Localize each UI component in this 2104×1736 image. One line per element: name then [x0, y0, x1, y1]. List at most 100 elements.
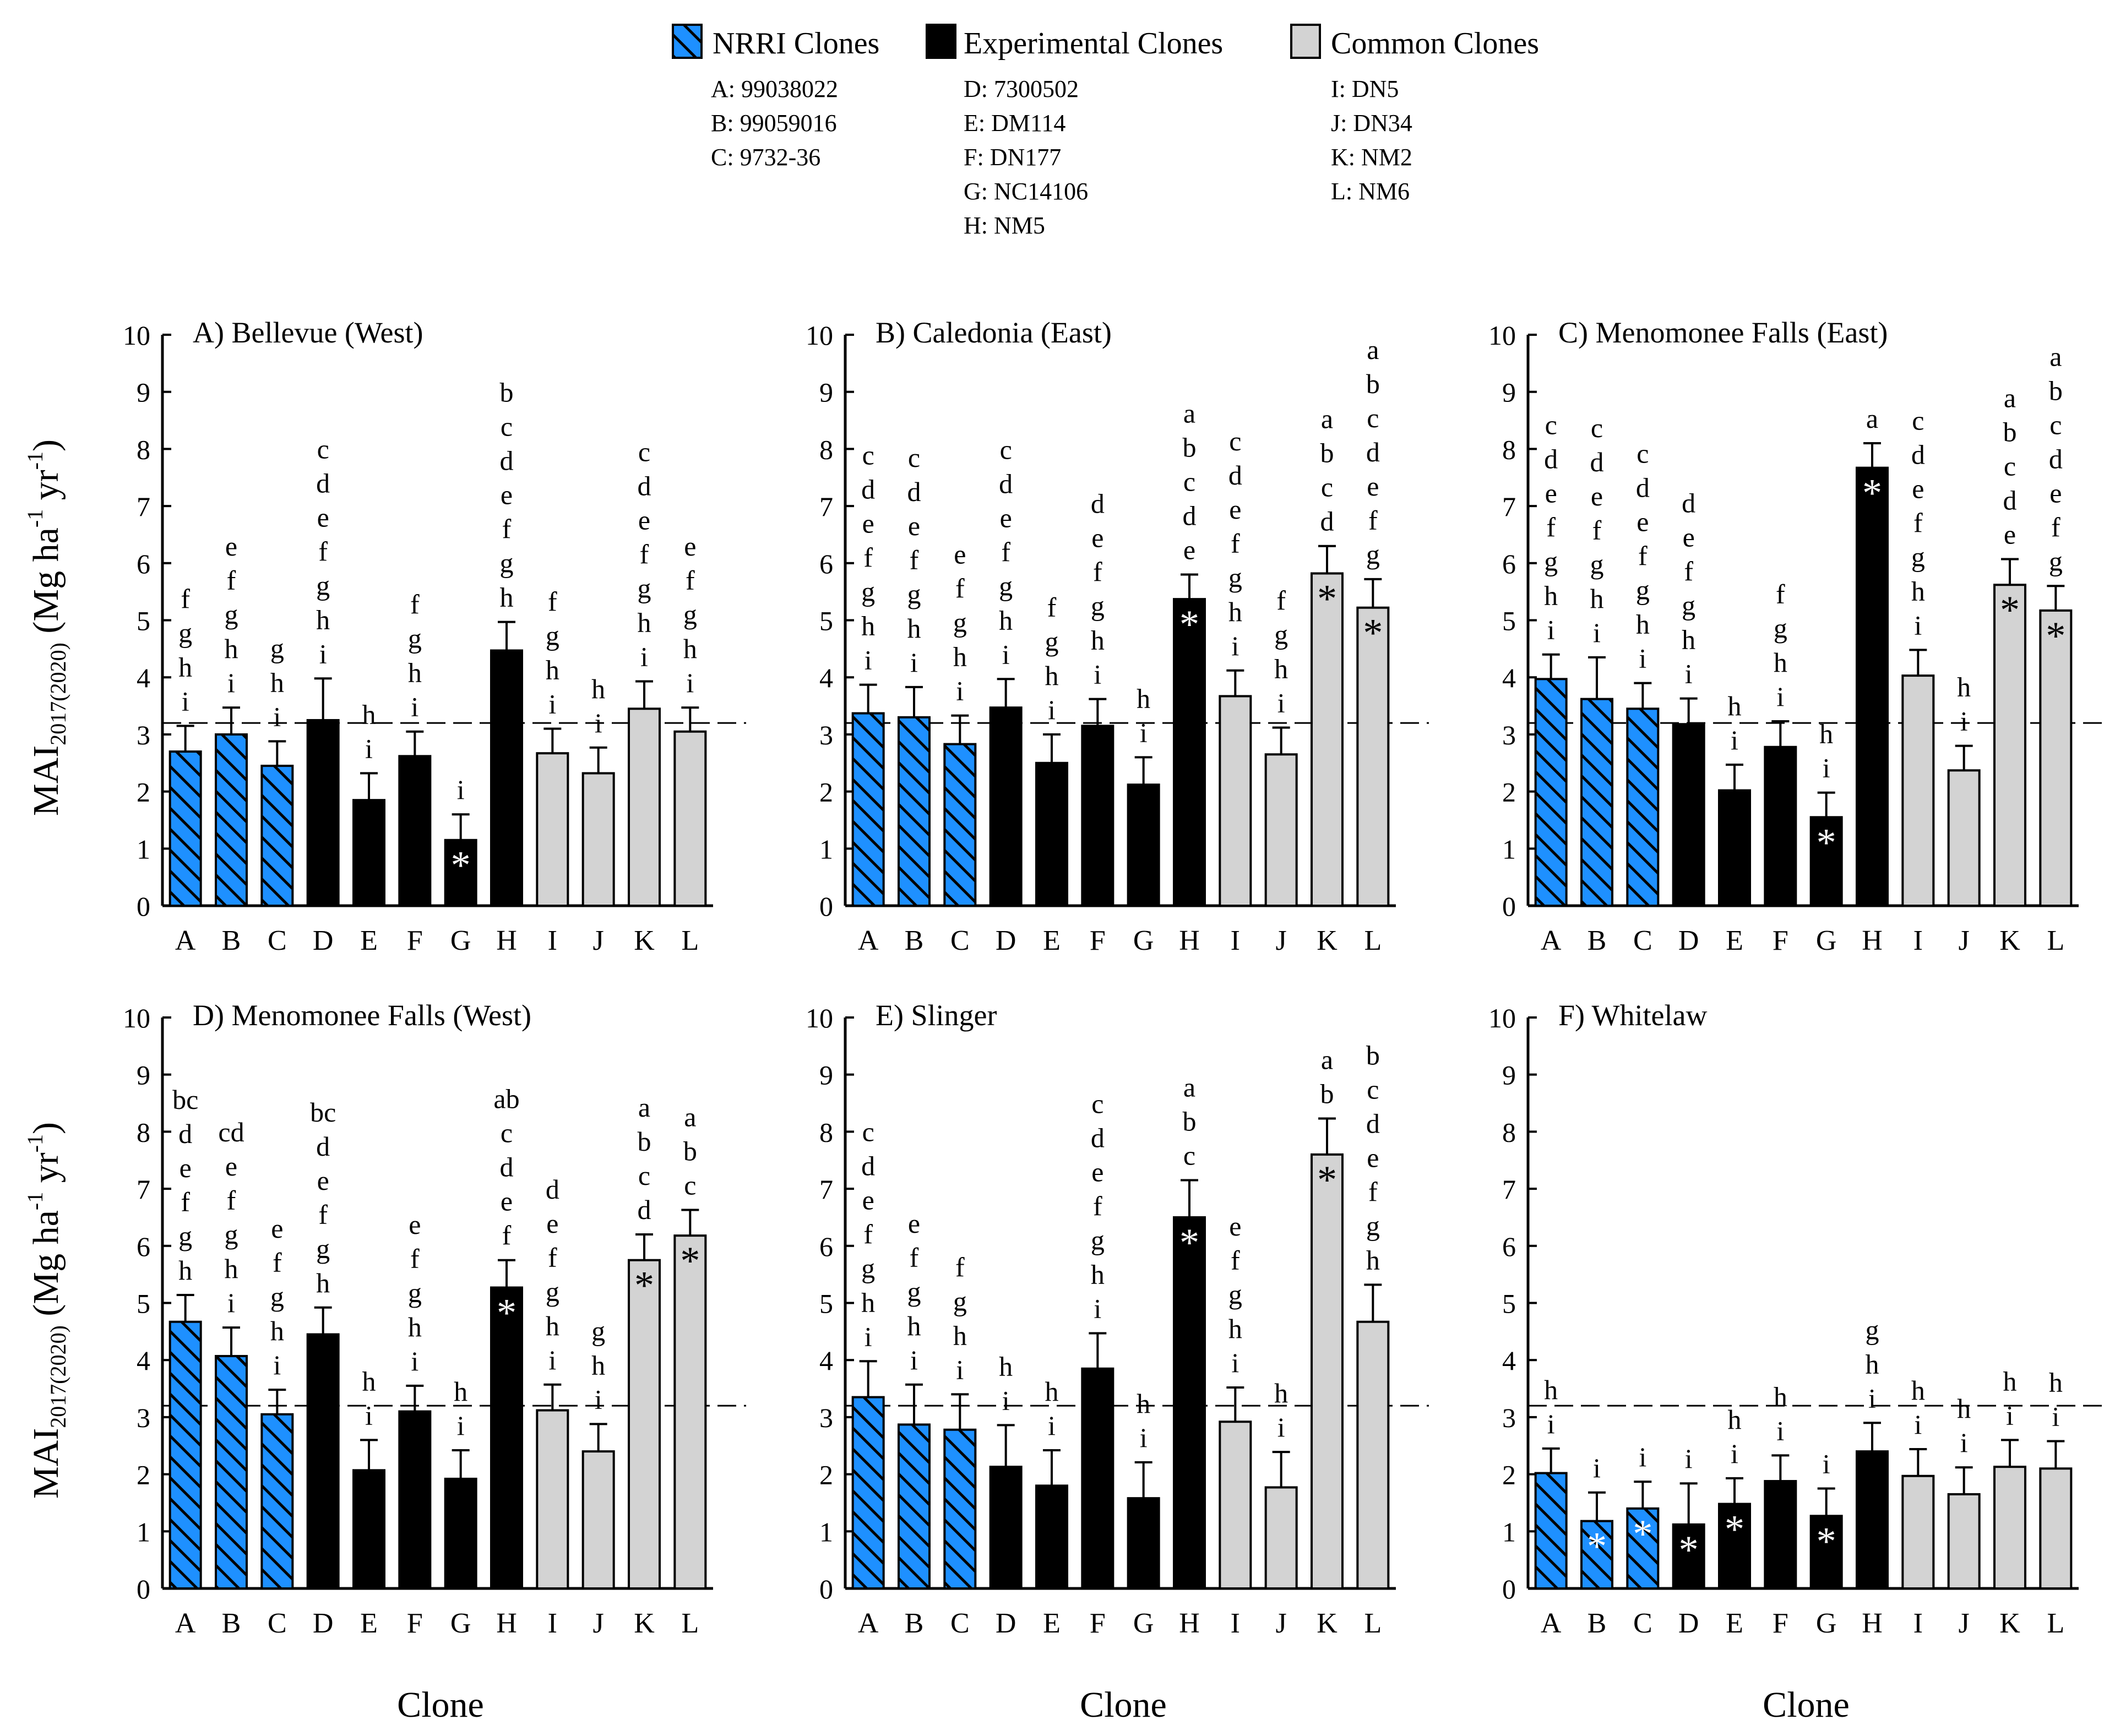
bar [673, 1234, 707, 1590]
x-tick-label: J [1276, 925, 1287, 956]
x-tick-label: K [1317, 925, 1338, 956]
letter-label: i [457, 1410, 465, 1441]
letter-label: h [1274, 653, 1288, 684]
letter-label: g [2049, 546, 2063, 576]
y-tick-label: 6 [1502, 548, 1516, 579]
letter-label: i [1002, 639, 1010, 670]
bar [1764, 745, 1797, 907]
letter-label: g [225, 599, 238, 630]
x-tick-label: F [1773, 925, 1788, 956]
bar [1901, 1474, 1935, 1590]
bar [444, 839, 477, 907]
letter-label: d [1590, 447, 1604, 477]
letter-label: h [1544, 580, 1558, 611]
letter-label: h [1274, 1378, 1288, 1408]
letter-label: g [500, 548, 514, 579]
letter-label: d [1544, 444, 1558, 475]
y-label-units-mid: yr [26, 470, 66, 509]
bar [1856, 1450, 1889, 1590]
y-label-main: MAI [26, 745, 66, 816]
bar [306, 1333, 340, 1590]
x-tick-label: H [1862, 1608, 1883, 1639]
letter-label: i [686, 667, 694, 698]
letter-label: b [683, 1135, 697, 1166]
letter-label: f [1093, 557, 1102, 587]
legend-clone-b: B: 99059016 [711, 110, 837, 137]
bar [215, 733, 248, 907]
x-axis-label-2: Clone [1080, 1685, 1167, 1725]
letter-label: e [317, 1165, 329, 1196]
letter-label: c [1545, 410, 1557, 440]
letter-label: h [408, 657, 422, 688]
bar [536, 1409, 569, 1590]
letter-label: i [865, 1321, 872, 1352]
legend: NRRI Clones A: 99038022 B: 99059016 C: 9… [672, 24, 1539, 239]
y-tick-label: 10 [123, 1003, 150, 1033]
bar [989, 1466, 1023, 1590]
letter-label: g [316, 1233, 330, 1264]
letter-label: g [683, 599, 697, 630]
x-tick-label: I [548, 925, 557, 956]
legend-swatch-common [1290, 24, 1321, 59]
letter-label: g [408, 1277, 422, 1308]
letter-label: i [1960, 1427, 1968, 1458]
letter-label: g [178, 617, 192, 648]
letter-label: c [2049, 409, 2062, 440]
letter-label: f [1592, 515, 1602, 546]
letter-label: a [2049, 341, 2062, 372]
letter-label: f [273, 1247, 282, 1278]
x-tick-label: E [360, 1608, 378, 1639]
letter-label: i [1140, 717, 1148, 748]
bar [851, 1396, 885, 1590]
letter-label: e [1091, 523, 1103, 553]
y-tick-label: 8 [819, 1117, 833, 1147]
x-tick-label: I [548, 1608, 557, 1639]
legend-entry-common: Common Clones I: DN5 J: DN34 K: NM2 L: N… [1290, 24, 1539, 205]
letter-label: h [225, 633, 238, 664]
letter-label: a [684, 1101, 696, 1132]
x-tick-label: C [268, 1608, 287, 1639]
letter-label: h [999, 1351, 1013, 1381]
letter-label: ab [493, 1084, 519, 1114]
letter-label: g [1091, 591, 1105, 622]
bar [1580, 698, 1613, 907]
bar [898, 1423, 931, 1590]
letter-label: h [1911, 1375, 1925, 1406]
letter-label: g [999, 570, 1013, 601]
bar [2039, 609, 2073, 907]
letter-label: i [2052, 1401, 2059, 1432]
y-tick-label: 9 [1502, 377, 1516, 408]
letter-label: c [501, 411, 513, 442]
letter-label: d [1636, 472, 1650, 503]
x-tick-label: G [450, 1608, 471, 1639]
significance-marker: * [1317, 576, 1337, 621]
x-tick-label: C [1633, 925, 1652, 956]
letter-label: f [640, 538, 649, 569]
legend-clone-l: L: NM6 [1331, 178, 1410, 205]
x-tick-label: C [950, 1608, 970, 1639]
letter-label: g [907, 1276, 921, 1307]
letter-label: i [1868, 1383, 1876, 1413]
y-tick-label: 7 [1502, 1174, 1516, 1205]
letter-label: i [365, 1400, 373, 1430]
letter-label: i [1547, 614, 1555, 645]
y-tick-label: 0 [1502, 1574, 1516, 1604]
bar [1311, 1153, 1344, 1590]
letter-label: h [362, 1365, 376, 1396]
letter-label: c [1183, 1140, 1195, 1171]
letter-label: h [1728, 1404, 1742, 1435]
x-tick-label: K [634, 1608, 655, 1639]
letter-label: h [683, 633, 697, 664]
x-tick-label: K [1999, 1608, 2020, 1639]
letter-label: i [411, 692, 418, 722]
letter-label: d [1091, 1122, 1105, 1153]
y-label-units-mid: yr [26, 1152, 66, 1192]
bar [581, 1450, 615, 1590]
letter-label: h [500, 582, 514, 613]
letter-label: e [954, 539, 966, 570]
y-tick-label: 4 [137, 662, 150, 693]
y-label-main: MAI [26, 1428, 66, 1499]
letter-label: i [1547, 1408, 1555, 1439]
